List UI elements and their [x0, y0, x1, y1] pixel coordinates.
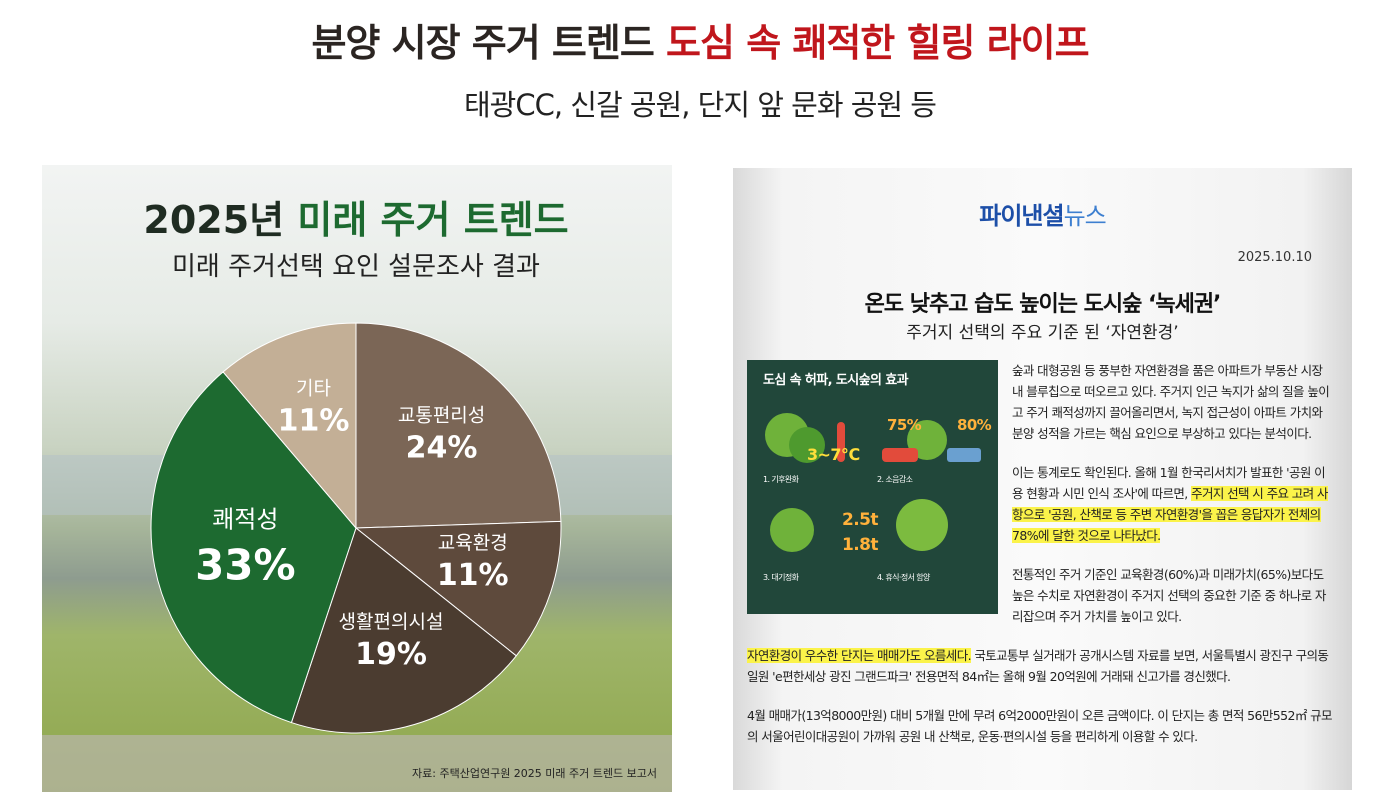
- paragraph-text: 국토교통부 실거래가 공개시스템 자료를 보면, 서울특별시 광진구 구의동 일…: [747, 648, 1329, 684]
- title-main: 분양 시장 주거 트렌드: [311, 21, 654, 65]
- truck: [947, 448, 981, 462]
- infographic: 도심 속 허파, 도시숲의 효과 3~7℃ 75% 80% 2.5t 1.8t 1. 기후…: [747, 360, 998, 614]
- infographic-figure: 2.5t: [842, 510, 878, 530]
- infographic-figure: 80%: [957, 416, 992, 434]
- path: [42, 735, 672, 792]
- chart-title-year: 2025년: [143, 198, 284, 242]
- chart-panel: 2025년 미래 주거 트렌드 미래 주거선택 요인 설문조사 결과 교통편리성…: [42, 165, 672, 792]
- slice-label: 쾌적성: [212, 506, 278, 534]
- article-paragraph: 숲과 대형공원 등 풍부한 자연환경을 품은 아파트가 부동산 시장 내 블루칩…: [747, 360, 1335, 444]
- infographic-figure: 1.8t: [842, 535, 878, 555]
- news-logo: 파이낸셜뉴스: [733, 196, 1352, 231]
- article-headline: 온도 낮추고 습도 높이는 도시숲 ‘녹세권’: [864, 292, 1222, 317]
- infographic-figure: 75%: [887, 416, 922, 434]
- chart-title-highlight: 미래 주거 트렌드: [297, 198, 568, 242]
- chart-title: 2025년 미래 주거 트렌드: [143, 198, 568, 242]
- title-highlight: 도심 속 쾌적한 힐링 라이프: [666, 21, 1089, 65]
- infographic-caption: 2. 소음감소: [877, 474, 913, 484]
- pie-slice: [150, 371, 357, 724]
- pie-chart: 2025년 미래 주거 트렌드 미래 주거선택 요인 설문조사 결과 교통편리성…: [42, 198, 672, 792]
- article-paragraph: 전통적인 주거 기준인 교육환경(60%)과 미래가치(65%)보다도 높은 수…: [747, 564, 1335, 627]
- highlighted-text: 자연환경이 우수한 단지는 매매가도 오름세다.: [747, 648, 972, 663]
- paragraph-text: 이는 통계로도 확인된다. 올해 1월 한국리서치가 발표한 '공원 이용 현황…: [1012, 465, 1326, 501]
- chart-source: 자료: 주택산업연구원 2025 미래 주거 트렌드 보고서: [412, 767, 657, 780]
- article-subheadline: 주거지 선택의 주요 기준 된 ‘자연환경’: [906, 323, 1179, 343]
- page-subtitle: 태광CC, 신갈 공원, 단지 앞 문화 공원 등: [464, 88, 937, 122]
- news-panel: 파이낸셜뉴스 2025.10.10 온도 낮추고 습도 높이는 도시숲 ‘녹세권…: [733, 168, 1352, 790]
- article-paragraph: 이는 통계로도 확인된다. 올해 1월 한국리서치가 발표한 '공원 이용 현황…: [747, 462, 1335, 546]
- pie-slice: [222, 322, 357, 530]
- infographic-figure: 3~7℃: [807, 445, 860, 464]
- slice-label: 교통편리성: [398, 405, 485, 427]
- paragraph-text: 4월 매매가(13억8000만원) 대비 5개월 만에 무려 6억2000만원이…: [747, 708, 1333, 744]
- chart-subtitle: 미래 주거선택 요인 설문조사 결과: [172, 252, 540, 282]
- slice-value: 24%: [406, 431, 478, 466]
- paragraph-text: 숲과 대형공원 등 풍부한 자연환경을 품은 아파트가 부동산 시장 내 블루칩…: [1012, 363, 1330, 441]
- tree: [896, 499, 948, 551]
- slice-value: 33%: [195, 541, 296, 590]
- car: [882, 448, 918, 462]
- infographic-title: 도심 속 허파, 도시숲의 효과: [763, 372, 909, 388]
- slice-label: 생활편의시설: [339, 611, 444, 633]
- slice-value: 11%: [437, 558, 509, 593]
- infographic-drawing: 도심 속 허파, 도시숲의 효과 3~7℃ 75% 80% 2.5t 1.8t 1. 기후…: [763, 372, 992, 582]
- pie-slice: [354, 520, 562, 657]
- article-body: 도심 속 허파, 도시숲의 효과 3~7℃ 75% 80% 2.5t 1.8t 1. 기후…: [747, 360, 1335, 765]
- infographic-caption: 3. 대기정화: [763, 572, 800, 582]
- tree: [770, 508, 814, 552]
- infographic-caption: 1. 기후완화: [763, 475, 800, 484]
- thermometer: [837, 422, 845, 462]
- pie-slice: [355, 322, 562, 529]
- article-paragraph: 4월 매매가(13억8000만원) 대비 5개월 만에 무려 6억2000만원이…: [747, 705, 1335, 747]
- logo-sub: 뉴스: [1063, 202, 1107, 230]
- slice-value: 19%: [355, 637, 427, 672]
- slice-value: 11%: [278, 404, 350, 439]
- paragraph-text: 전통적인 주거 기준인 교육환경(60%)과 미래가치(65%)보다도 높은 수…: [1012, 567, 1326, 624]
- page-title: 분양 시장 주거 트렌드 도심 속 쾌적한 힐링 라이프: [0, 12, 1400, 67]
- infographic-caption: 4. 휴식·정서 함양: [877, 572, 931, 582]
- slice-label: 교육환경: [438, 532, 508, 554]
- pie-slice: [290, 527, 517, 734]
- article-date: 2025.10.10: [1237, 250, 1312, 265]
- article-paragraph: 자연환경이 우수한 단지는 매매가도 오름세다. 국토교통부 실거래가 공개시스…: [747, 645, 1335, 687]
- tree: [789, 427, 825, 463]
- slice-label: 기타: [296, 378, 331, 400]
- logo-main: 파이낸셜: [979, 202, 1064, 230]
